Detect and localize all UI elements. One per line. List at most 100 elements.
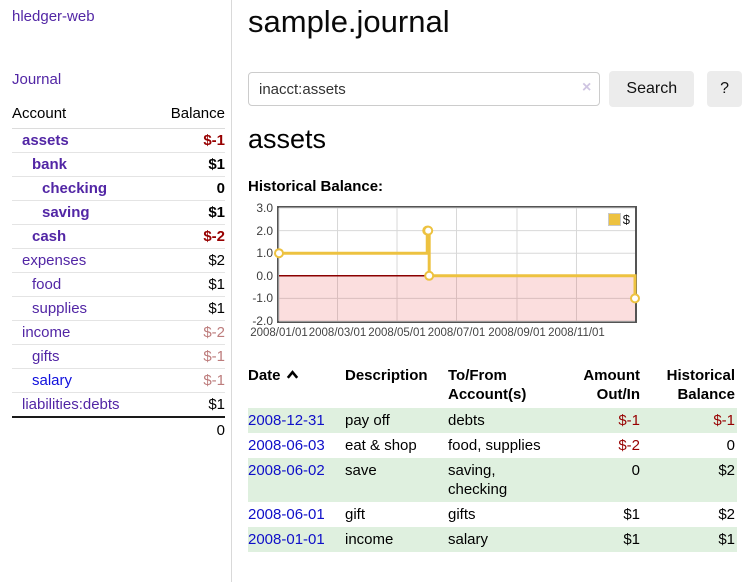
transaction-date-cell: 2008-06-01 [248, 502, 345, 527]
accounts-col-balance: Balance [153, 102, 225, 129]
account-link-assets[interactable]: assets [22, 132, 69, 149]
account-link-supplies[interactable]: supplies [32, 300, 88, 317]
transaction-amount: $-2 [618, 437, 640, 454]
account-row: gifts $-1 [12, 344, 225, 369]
account-balance: $-1 [153, 128, 225, 153]
transaction-amount: $1 [623, 531, 640, 548]
account-link-income[interactable]: income [22, 324, 71, 341]
account-link-checking[interactable]: checking [42, 180, 108, 197]
transaction-description: income [345, 531, 394, 548]
register-header-row: Date Description To/From Account(s) Amou… [248, 364, 737, 408]
account-link-food[interactable]: food [32, 276, 62, 293]
chart-plot-area: $ [274, 206, 640, 323]
register-row: 2008-06-03 eat & shop food, supplies $-2 0 [248, 433, 737, 458]
transaction-date-link[interactable]: 2008-06-01 [248, 506, 325, 523]
account-balance: $2 [153, 248, 225, 273]
transaction-date-link[interactable]: 2008-06-02 [248, 462, 325, 479]
account-row: food $1 [12, 272, 225, 297]
account-row: bank $1 [12, 152, 225, 177]
account-row: liabilities:debts $1 [12, 392, 225, 418]
help-button[interactable]: ? [707, 71, 742, 107]
legend-label: $ [622, 212, 630, 227]
legend-color-swatch [607, 213, 621, 226]
transaction-balance: $1 [718, 531, 735, 548]
y-tick-label: 0.0 [256, 268, 273, 283]
transaction-amount: 0 [631, 462, 640, 479]
main-content: sample.journal × Search ? assets Histori… [232, 0, 742, 552]
account-balance: 0 [153, 176, 225, 201]
register-col-date-label: Date [248, 367, 281, 384]
sidebar-item-journal[interactable]: Journal [12, 71, 62, 88]
x-tick-label: 2008/09/01 [488, 327, 546, 339]
register-row: 2008-06-01 gift gifts $1 $2 [248, 502, 737, 527]
transaction-balance: 0 [726, 437, 735, 454]
transaction-date-link[interactable]: 2008-01-01 [248, 531, 325, 548]
account-link-saving[interactable]: saving [42, 204, 90, 221]
transaction-date-cell: 2008-12-31 [248, 408, 345, 433]
register-col-date[interactable]: Date [248, 364, 345, 408]
search-box: × [248, 72, 601, 106]
transaction-balance: $2 [718, 506, 735, 523]
x-tick-label: 2008/05/01 [368, 327, 426, 339]
account-balance: $1 [153, 296, 225, 321]
chart-y-axis-labels: 3.0 2.0 1.0 0.0 -1.0 -2.0 [248, 201, 273, 328]
account-row: salary $-1 [12, 368, 225, 393]
register-row: 2008-06-02 save saving, checking 0 $2 [248, 458, 737, 502]
sidebar: hledger-web Journal Account Balance asse… [0, 0, 232, 582]
account-balance: $-2 [153, 224, 225, 249]
search-input[interactable] [248, 72, 601, 106]
chart-label: Historical Balance: [248, 178, 384, 195]
account-row: income $-2 [12, 320, 225, 345]
transaction-balance: $2 [718, 462, 735, 479]
account-row: expenses $2 [12, 248, 225, 273]
y-tick-label: -1.0 [252, 291, 273, 306]
transaction-amount: $1 [623, 506, 640, 523]
y-tick-label: 3.0 [256, 201, 273, 215]
transaction-date-cell: 2008-06-02 [248, 458, 345, 502]
account-link-cash[interactable]: cash [32, 228, 67, 245]
transaction-accounts: debts [448, 412, 485, 429]
clear-search-icon[interactable]: × [582, 79, 592, 96]
account-row: supplies $1 [12, 296, 225, 321]
transaction-date-cell: 2008-06-03 [248, 433, 345, 458]
account-heading: assets [248, 124, 327, 154]
x-tick-label: 2008/01/01 [250, 327, 308, 339]
app-title-link[interactable]: hledger-web [12, 8, 95, 25]
page-title: sample.journal [248, 4, 450, 39]
transaction-amount: $-1 [618, 412, 640, 429]
accounts-table: Account Balance assets $-1 bank $1 checking 0… [12, 102, 225, 443]
transaction-description: save [345, 462, 377, 479]
register-col-description: Description [345, 367, 428, 384]
transaction-accounts: saving, checking [448, 462, 508, 498]
account-link-gifts[interactable]: gifts [32, 348, 60, 365]
y-tick-label: -2.0 [252, 314, 273, 328]
transaction-date-link[interactable]: 2008-06-03 [248, 437, 325, 454]
x-tick-label: 2008/11/01 [548, 327, 605, 339]
register-table: Date Description To/From Account(s) Amou… [248, 364, 737, 552]
register-col-accounts: To/From Account(s) [448, 367, 527, 403]
x-tick-label: 2008/07/01 [427, 327, 486, 339]
transaction-balance: $-1 [713, 412, 735, 429]
x-tick-label: 2008/03/01 [308, 327, 367, 339]
account-balance: $-2 [153, 320, 225, 345]
register-row: 2008-12-31 pay off debts $-1 $-1 [248, 408, 737, 433]
accounts-total-value: 0 [153, 416, 225, 443]
account-link-liabilities-debts[interactable]: liabilities:debts [22, 396, 120, 413]
register-row: 2008-01-01 income salary $1 $1 [248, 527, 737, 552]
transaction-date-link[interactable]: 2008-12-31 [248, 412, 325, 429]
account-link-bank[interactable]: bank [32, 156, 68, 173]
transaction-accounts: salary [448, 531, 489, 548]
register-col-amount: Amount Out/In [583, 367, 640, 403]
transaction-date-cell: 2008-01-01 [248, 527, 345, 552]
transaction-accounts: food, supplies [448, 437, 541, 454]
account-row: checking 0 [12, 176, 225, 201]
chart-series-svg [274, 207, 640, 322]
account-link-salary[interactable]: salary [32, 372, 73, 389]
search-form: × Search ? [248, 71, 742, 107]
search-button[interactable]: Search [609, 71, 695, 107]
accounts-total-row: 0 [12, 416, 225, 443]
account-link-expenses[interactable]: expenses [22, 252, 87, 269]
sort-ascending-icon [286, 366, 299, 385]
register-col-balance: Historical Balance [666, 367, 735, 403]
transaction-description: eat & shop [345, 437, 417, 454]
